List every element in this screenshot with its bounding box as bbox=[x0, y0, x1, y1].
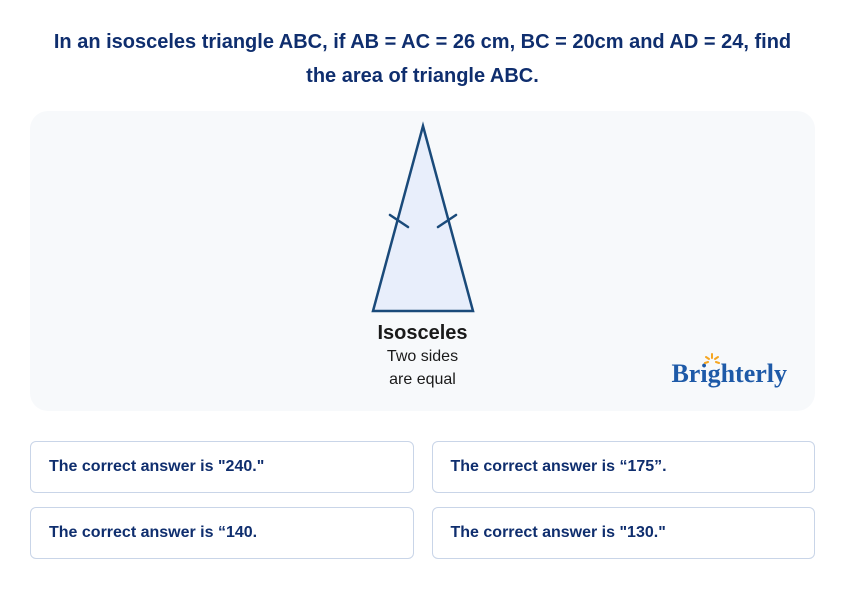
triangle-sub-label-2: are equal bbox=[348, 370, 498, 391]
answer-option-1[interactable]: The correct answer is "240." bbox=[30, 441, 414, 493]
answer-option-3[interactable]: The correct answer is “140. bbox=[30, 507, 414, 559]
diagram-panel: Isosceles Two sides are equal Brighterly bbox=[30, 111, 815, 411]
answer-label: The correct answer is “140. bbox=[49, 524, 257, 541]
triangle-sub-label-1: Two sides bbox=[348, 347, 498, 368]
answer-label: The correct answer is "240." bbox=[49, 458, 264, 475]
answer-option-2[interactable]: The correct answer is “175”. bbox=[432, 441, 816, 493]
answer-option-4[interactable]: The correct answer is "130." bbox=[432, 507, 816, 559]
triangle-diagram bbox=[348, 121, 498, 316]
triangle-type-label: Isosceles bbox=[348, 322, 498, 345]
sparkle-icon bbox=[704, 353, 720, 369]
question-title: In an isosceles triangle ABC, if AB = AC… bbox=[30, 25, 815, 111]
brand-logo: Brighterly bbox=[671, 359, 787, 389]
answer-label: The correct answer is “175”. bbox=[451, 458, 667, 475]
answer-label: The correct answer is "130." bbox=[451, 524, 666, 541]
brand-text: Brighterly bbox=[671, 359, 787, 388]
diagram-container: Isosceles Two sides are equal bbox=[348, 121, 498, 391]
answer-grid: The correct answer is "240." The correct… bbox=[30, 441, 815, 559]
